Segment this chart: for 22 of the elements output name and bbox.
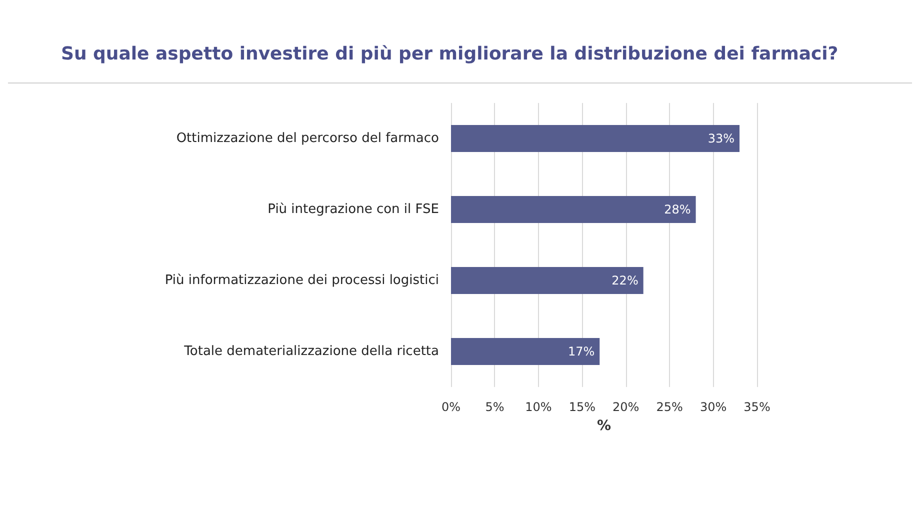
bar — [451, 196, 696, 223]
y-tick-label: Più informatizzazione dei processi logistici — [164, 273, 439, 288]
x-tick-label: 30% — [700, 400, 727, 414]
x-tick-label: 35% — [744, 400, 770, 414]
x-tick-label: 10% — [525, 400, 552, 414]
data-label: 33% — [708, 132, 735, 146]
data-label: 28% — [664, 202, 691, 216]
x-tick-label: 20% — [612, 400, 640, 414]
bar — [451, 125, 740, 152]
y-tick-label: Totale dematerializzazione della ricetta — [183, 344, 439, 359]
x-tick-label: 15% — [568, 400, 596, 414]
chart-title: Su quale aspetto investire di più per migliorare la distribuzione dei farmaci? — [61, 44, 838, 64]
bar — [451, 267, 644, 294]
y-tick-label: Più integrazione con il FSE — [268, 202, 439, 217]
x-tick-label: 25% — [656, 400, 683, 414]
data-label: 22% — [612, 274, 638, 288]
bar — [451, 338, 600, 365]
x-tick-label: 5% — [485, 400, 504, 414]
x-axis-title: % — [596, 418, 612, 434]
y-tick-label: Ottimizzazione del percorso del farmaco — [176, 131, 440, 146]
x-tick-label: 0% — [441, 400, 461, 414]
data-label: 17% — [568, 344, 595, 358]
